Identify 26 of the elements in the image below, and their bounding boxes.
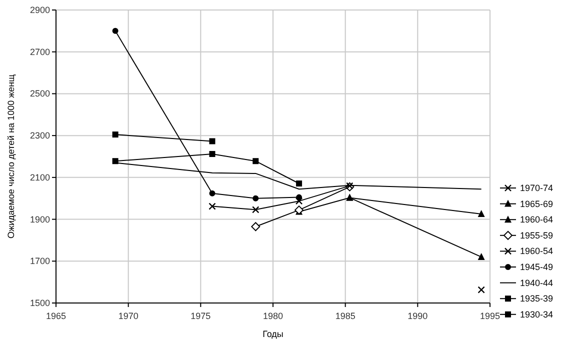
legend-label: 1960-54 xyxy=(520,246,554,256)
legend-label: 1940-44 xyxy=(520,278,554,288)
legend-label: 1960-64 xyxy=(520,214,554,225)
legend-label: 1965-69 xyxy=(520,198,554,209)
x-tick-label: 1980 xyxy=(262,311,284,321)
x-tick-label: 1975 xyxy=(190,311,211,321)
legend-label: 1970-74 xyxy=(520,183,554,193)
y-tick-label: 2900 xyxy=(30,5,50,15)
x-tick-label: 1995 xyxy=(480,311,500,321)
y-tick-label: 2500 xyxy=(30,88,50,99)
x-tick-label: 1985 xyxy=(335,311,356,321)
y-tick-label: 1900 xyxy=(30,214,50,224)
x-tick-label: 1990 xyxy=(408,311,428,321)
y-axis-title: Ожидаемое число детей на 1000 женщ xyxy=(6,74,16,238)
legend-label: 1935-39 xyxy=(520,294,554,304)
y-tick-label: 1700 xyxy=(30,256,50,266)
legend-label: 1930-34 xyxy=(520,309,554,320)
y-tick-label: 2700 xyxy=(30,46,50,57)
x-axis-title: Годы xyxy=(262,329,284,339)
y-tick-label: 1500 xyxy=(30,298,50,308)
y-tick-label: 2300 xyxy=(30,130,50,141)
x-tick-label: 1965 xyxy=(46,311,66,321)
x-tick-label: 1970 xyxy=(118,311,138,321)
legend-label: 1955-59 xyxy=(520,230,554,240)
legend-label: 1945-49 xyxy=(520,262,554,272)
y-tick-label: 2100 xyxy=(30,172,50,182)
